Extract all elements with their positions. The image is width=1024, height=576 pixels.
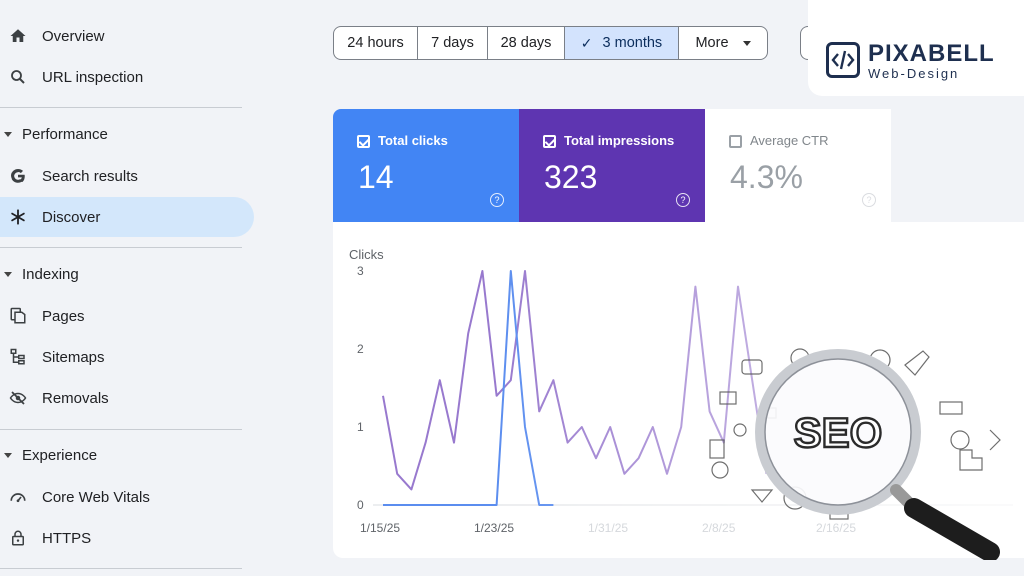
help-icon[interactable]: ? [676,193,690,207]
sitemap-icon [9,348,27,366]
range-option-24-hours[interactable]: 24 hours [334,27,418,59]
caret-down-icon [4,271,12,277]
range-option-7-days[interactable]: 7 days [418,27,488,59]
sidebar-item-discover[interactable]: Discover [0,197,254,237]
x-tick-label: 2/8/25 [702,521,736,535]
magnifier-rim [755,349,921,515]
help-icon[interactable]: ? [490,193,504,207]
sidebar-divider [0,247,242,248]
x-tick-label: 1/23/25 [474,521,514,535]
checkbox-checked-icon[interactable] [357,135,370,148]
sidebar-item-core-web-vitals[interactable]: Core Web Vitals [0,477,254,517]
sidebar-item-sitemaps[interactable]: Sitemaps [0,337,254,377]
range-option-label: 3 months [602,35,663,51]
caret-down-icon [4,452,12,458]
logo-mark-icon [826,42,860,78]
sidebar-divider [0,429,242,430]
sidebar-item-label: Removals [42,389,109,407]
seo-magnifier-illustration: SEO [709,348,1001,560]
chart-fade-overlay [493,262,1013,512]
performance-chart: Clicks 3 2 1 0 1/15/25 1/23/25 1/31/25 2/8/25 2… [349,247,1013,535]
sidebar-item-label: URL inspection [42,68,144,86]
range-option-3-months[interactable]: ✓ 3 months [565,27,679,59]
range-option-more[interactable]: More [679,27,767,59]
sidebar-item-label: Overview [42,27,105,45]
metric-card-total-impressions[interactable]: Total impressions 323 ? [519,109,705,222]
search-icon [9,68,27,86]
sidebar-item-label: Search results [42,167,138,185]
metric-label: Total clicks [378,133,448,148]
pages-icon [9,307,27,325]
sidebar-item-label: Discover [42,208,101,226]
metric-value: 323 [544,159,598,195]
y-axis-label: Clicks [349,247,384,262]
metric-label: Average CTR [750,133,829,148]
sidebar-item-url-inspection[interactable]: URL inspection [0,57,254,97]
y-tick-label: 2 [357,342,364,356]
sidebar-item-overview[interactable]: Overview [0,16,254,56]
x-tick-label: 1/15/25 [360,521,400,535]
metric-card-total-clicks[interactable]: Total clicks 14 ? [333,109,519,222]
sidebar-divider [0,107,242,108]
logo-subtitle: Web-Design [868,66,960,81]
sidebar-divider [0,568,242,569]
range-option-label: More [695,35,729,51]
sidebar-item-label: Core Web Vitals [42,488,150,506]
y-tick-label: 1 [357,420,364,434]
sidebar-item-pages[interactable]: Pages [0,296,254,336]
home-icon [9,27,27,45]
sidebar-item-https[interactable]: HTTPS [0,518,254,558]
magnifier-lens [760,354,916,510]
seo-text: SEO [794,409,883,456]
checkbox-checked-icon[interactable] [543,135,556,148]
caret-down-icon [4,131,12,137]
sidebar-item-label: Pages [42,307,85,325]
y-tick-label: 0 [357,498,364,512]
metric-value: 4.3% [730,159,803,195]
section-label: Indexing [22,265,79,283]
x-tick-label: 2/16/25 [816,521,856,535]
metric-value: 14 [358,159,394,195]
range-option-28-days[interactable]: 28 days [488,27,565,59]
asterisk-icon [9,208,27,226]
checkbox-unchecked-icon[interactable] [729,135,742,148]
date-range-selector: 24 hours 7 days 28 days ✓ 3 months More [333,26,768,60]
logo-card [808,0,1024,96]
section-label: Experience [22,446,98,464]
sidebar: Overview URL inspection Performance Sear… [0,0,262,576]
magnifier-handle [904,498,1000,560]
x-tick-label: 1/31/25 [588,521,628,535]
y-tick-label: 3 [357,264,364,278]
section-label: Performance [22,125,108,143]
google-g-icon [9,167,27,185]
sidebar-item-search-results[interactable]: Search results [0,156,254,196]
metric-label: Total impressions [564,133,675,148]
visibility-off-icon [9,389,27,407]
speedometer-icon [9,488,27,506]
dropdown-arrow-icon [742,40,751,46]
help-icon[interactable]: ? [862,193,876,207]
sidebar-item-label: Sitemaps [42,348,105,366]
lock-icon [9,529,27,547]
sidebar-item-removals[interactable]: Removals [0,378,254,418]
sidebar-item-label: HTTPS [42,529,92,547]
check-icon: ✓ [580,34,593,51]
metric-card-average-ctr[interactable]: Average CTR 4.3% ? [705,109,891,222]
logo-title: PIXABELL [868,40,995,67]
